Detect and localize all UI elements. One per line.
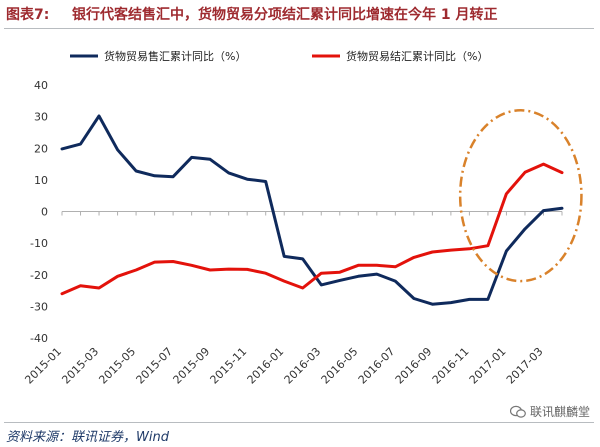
series-layer <box>60 114 564 306</box>
series-line-2 <box>60 162 564 296</box>
wechat-icon <box>509 405 526 418</box>
figure-label: 图表7: <box>6 7 50 23</box>
x-tick-label: 2015-01 <box>22 345 64 387</box>
x-tick-label: 2016-11 <box>430 345 472 387</box>
legend-label: 货物贸易结汇累计同比（%） <box>346 49 488 63</box>
y-tick-label: -30 <box>30 300 48 313</box>
y-tick-label: -20 <box>30 269 48 282</box>
x-tick-label: 2015-07 <box>134 345 176 387</box>
y-tick-label: 10 <box>34 174 48 187</box>
x-tick-label: 2015-05 <box>96 345 138 387</box>
x-tick-label: 2017-03 <box>504 345 546 387</box>
x-tick-label: 2016-03 <box>282 345 324 387</box>
x-tick-label: 2015-03 <box>59 345 101 387</box>
y-tick-label: 0 <box>41 206 48 219</box>
annotation-layer <box>458 109 583 283</box>
x-tick-label: 2016-01 <box>245 345 287 387</box>
source-note: 资料来源：联讯证券，Wind <box>6 430 169 445</box>
legend-label: 货物贸易售汇累计同比（%） <box>104 49 246 63</box>
x-tick-label: 2015-09 <box>171 345 213 387</box>
line-chart: 货物贸易售汇累计同比（%） 货物贸易结汇累计同比（%） 40 30 20 10 0 -10 -… <box>22 49 583 387</box>
watermark-text: 联讯麒麟堂 <box>529 405 590 419</box>
y-tick-label: 20 <box>34 142 48 155</box>
y-tick-label: -40 <box>30 332 48 345</box>
x-tick-label: 2016-09 <box>393 345 435 387</box>
watermark: 联讯麒麟堂 <box>509 403 590 420</box>
y-tick-label: -10 <box>30 237 48 250</box>
x-tick-label: 2017-01 <box>467 345 509 387</box>
x-tick-label: 2015-11 <box>208 345 250 387</box>
highlight-ellipse <box>458 109 583 283</box>
figure-title: 银行代客结售汇中，货物贸易分项结汇累计同比增速在今年 1 月转正 <box>72 7 498 23</box>
y-axis-ticks: 40 30 20 10 0 -10 -20 -30 -40 <box>30 79 48 345</box>
y-tick-label: 30 <box>34 111 48 124</box>
x-tick-label: 2016-05 <box>319 345 361 387</box>
series-line-1 <box>60 114 564 306</box>
figure-header: 图表7: 银行代客结售汇中，货物贸易分项结汇累计同比增速在今年 1 月转正 <box>0 0 600 30</box>
footer-divider <box>4 422 594 423</box>
x-tick-label: 2016-07 <box>356 345 398 387</box>
y-tick-label: 40 <box>34 79 48 92</box>
header-divider <box>4 28 594 29</box>
figure-footer: 资料来源：联讯证券，Wind 联讯麒麟堂 <box>0 405 600 447</box>
legend: 货物贸易售汇累计同比（%） 货物贸易结汇累计同比（%） <box>70 49 488 63</box>
